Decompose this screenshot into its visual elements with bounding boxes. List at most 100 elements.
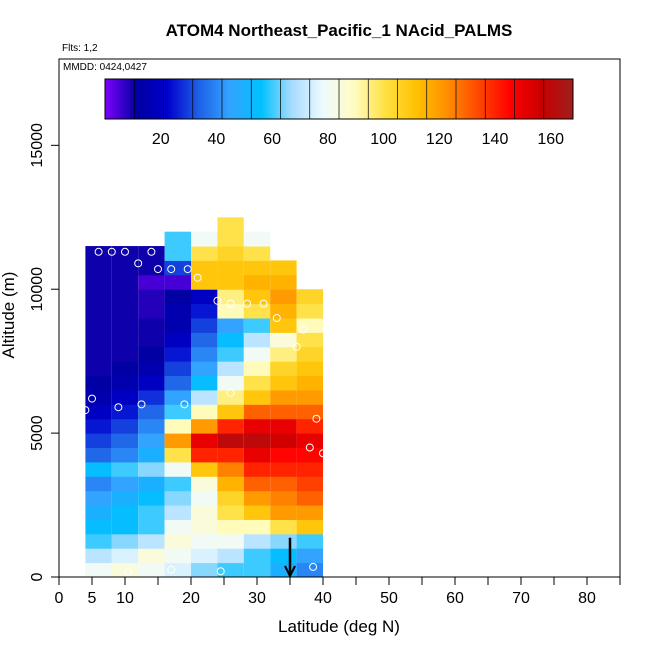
heatmap-cell: [111, 303, 139, 319]
colorbar-tick-label: 40: [208, 131, 226, 148]
x-tick-label: 5: [88, 590, 97, 607]
heatmap-cell: [191, 533, 218, 549]
heatmap-cell: [85, 289, 112, 305]
heatmap-cell: [217, 519, 244, 535]
heatmap-cell: [138, 404, 165, 420]
heatmap-cell: [243, 375, 271, 391]
heatmap-cell: [217, 505, 244, 520]
heatmap-cell: [191, 375, 218, 391]
heatmap-cell: [217, 318, 244, 333]
heatmap-cell: [191, 289, 218, 305]
x-tick-label: 10: [116, 590, 134, 607]
heatmap-cell: [217, 389, 244, 405]
heatmap-cell: [164, 231, 191, 247]
heatmap-cell: [296, 461, 323, 477]
heatmap-cell: [270, 375, 297, 391]
heatmap-cell: [111, 476, 139, 492]
sample-marker: [309, 562, 318, 571]
heatmap-cell: [138, 562, 165, 578]
heatmap-cell: [243, 318, 271, 333]
heatmap-cell: [85, 447, 112, 463]
heatmap-cell: [111, 404, 139, 420]
sample-marker: [319, 449, 327, 458]
heatmap-cell: [296, 519, 323, 535]
heatmap-cell: [191, 490, 218, 506]
heatmap-cell: [138, 433, 165, 448]
heatmap-cell: [111, 389, 139, 405]
heatmap-cell: [164, 548, 191, 564]
heatmap-cell: [243, 274, 271, 290]
heatmap-cell: [191, 231, 218, 247]
y-axis: 0 5000 10000 15000: [29, 123, 59, 581]
y-tick-label: 5000: [29, 415, 46, 451]
heatmap-cell: [191, 476, 218, 492]
flights-label: Flts: 1,2: [62, 43, 98, 54]
x-tick-label: 70: [512, 590, 530, 607]
sample-marker: [180, 400, 189, 409]
heatmap-cell: [111, 361, 139, 377]
sample-marker: [167, 565, 176, 574]
heatmap-cell: [191, 303, 218, 319]
heatmap-cell: [296, 476, 323, 492]
heatmap-cell: [138, 332, 165, 348]
heatmap-cell: [296, 447, 323, 463]
sample-marker: [121, 247, 129, 256]
heatmap-cell: [217, 346, 244, 362]
heatmap-cell: [270, 519, 297, 535]
dates-label: MMDD: 0424,0427: [63, 62, 147, 73]
heatmap-cell: [138, 361, 165, 377]
sample-marker: [107, 247, 116, 256]
heatmap-cell: [191, 505, 218, 520]
heatmap-cell: [270, 289, 297, 305]
heatmap-cell: [270, 404, 297, 420]
heatmap-cell: [217, 231, 244, 247]
heatmap-cell: [296, 303, 323, 319]
heatmap-cell: [217, 447, 244, 463]
heatmap-cell: [85, 332, 112, 348]
x-axis-label: Latitude (deg N): [278, 617, 400, 636]
heatmap-cell: [111, 346, 139, 362]
heatmap-cell: [164, 289, 191, 305]
x-tick-label: 50: [380, 590, 398, 607]
heatmap-cell: [270, 533, 297, 549]
heatmap-cell: [138, 303, 165, 319]
sample-marker: [167, 265, 176, 274]
heatmap-cell: [138, 476, 165, 492]
heatmap-cell: [191, 461, 218, 477]
sample-marker: [183, 265, 192, 274]
heatmap-cell: [164, 490, 191, 506]
heatmap-cell: [270, 447, 297, 463]
heatmap-cell: [164, 461, 191, 477]
heatmap-cell: [296, 375, 323, 391]
heatmap-cell: [243, 519, 271, 535]
heatmap-cell: [164, 274, 191, 290]
heatmap-cell: [85, 505, 112, 520]
heatmap-cell: [243, 246, 271, 261]
heatmap-cell: [217, 332, 244, 348]
heatmap-cell: [85, 389, 112, 405]
heatmap-cell: [217, 418, 244, 434]
heatmap-cell: [270, 260, 297, 276]
heatmap-cell: [138, 375, 165, 391]
heatmap-cell: [243, 476, 271, 492]
heatmap-cell: [85, 533, 112, 549]
heatmap-cell: [85, 260, 112, 276]
x-tick-label: 40: [314, 590, 332, 607]
heatmap-cell: [85, 346, 112, 362]
heatmap-cell: [296, 318, 323, 333]
heatmap-cell: [164, 533, 191, 549]
heatmap-cell: [270, 490, 297, 506]
sample-marker: [292, 342, 301, 351]
heatmap-cell: [111, 490, 139, 506]
heatmap-cell: [217, 404, 244, 420]
heatmap-cell: [296, 389, 323, 405]
heatmap-cell: [270, 418, 297, 434]
heatmap-cell: [270, 433, 297, 448]
heatmap-cell: [111, 246, 139, 261]
heatmap-cell: [164, 375, 191, 391]
heatmap-cell: [138, 418, 165, 434]
sample-marker: [226, 299, 235, 308]
sample-marker: [272, 314, 281, 322]
heatmap-cell: [191, 332, 218, 348]
